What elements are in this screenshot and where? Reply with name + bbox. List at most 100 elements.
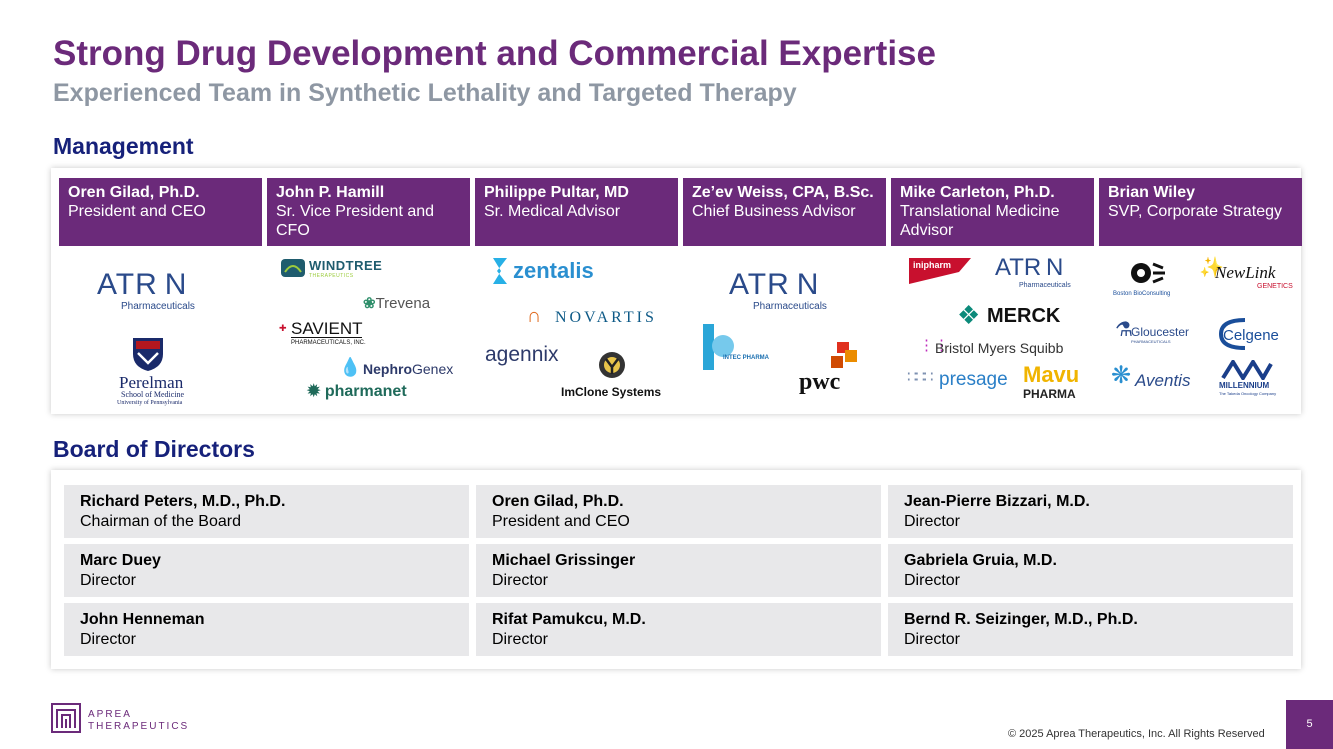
member-role: SVP, Corporate Strategy: [1108, 203, 1283, 220]
mavu-logo-sub: PHARMA: [1023, 387, 1076, 401]
member-role: Translational Medicine Advisor: [900, 203, 1060, 239]
board-member-role: Director: [492, 572, 549, 589]
board-member-cell: Oren Gilad, Ph.D. President and CEO: [476, 485, 881, 538]
millennium-logo: MILLENNIUM: [1219, 381, 1270, 390]
board-member-cell: Michael Grissinger Director: [476, 544, 881, 597]
gloucester-logo: Gloucester: [1131, 325, 1190, 339]
board-member-role: Director: [904, 572, 961, 589]
management-member-2: John P. Hamill Sr. Vice President and CF…: [267, 178, 470, 412]
savient-logo-sub: PHARMACEUTICALS, INC.: [291, 340, 366, 346]
board-member-cell: Rifat Pamukcu, M.D. Director: [476, 603, 881, 656]
member-role: Sr. Vice President and CFO: [276, 203, 435, 239]
board-member-role: Director: [904, 513, 961, 530]
intec-pharma-icon: [703, 324, 734, 370]
member-header: Philippe Pultar, MD Sr. Medical Advisor: [475, 178, 678, 246]
aventis-star-icon: ❋: [1111, 362, 1132, 389]
newlink-logo: NewLink: [1215, 263, 1276, 282]
nephrogenex-logo-b: Genex: [412, 361, 454, 377]
penn-shield-icon: [133, 338, 163, 371]
atrin-logo: ATR N: [995, 254, 1064, 281]
board-member-role: Director: [80, 572, 137, 589]
dna-helix-icon: ✨: [1199, 257, 1224, 279]
windtree-logo-sub: THERAPEUTICS: [309, 273, 354, 279]
board-member-name: John Henneman: [80, 611, 205, 628]
board-member-role: Director: [80, 631, 137, 648]
aventis-logo: Aventis: [1135, 371, 1191, 390]
board-heading: Board of Directors: [53, 436, 255, 462]
board-member-cell: Jean-Pierre Bizzari, M.D. Director: [888, 485, 1293, 538]
merck-icon: ❖: [957, 300, 981, 330]
board-member-role: Director: [904, 631, 961, 648]
board-member-name: Michael Grissinger: [492, 552, 636, 569]
aprea-logo-line1: APREA: [88, 709, 132, 720]
page-number: 5: [1286, 700, 1333, 749]
atrin-logo: ATR N: [729, 268, 820, 301]
pharmanet-logo-text: pharmanet: [324, 383, 407, 400]
inipharm-banner-icon: [909, 258, 971, 284]
member-role: Chief Business Advisor: [692, 203, 856, 220]
zentalis-mark-icon: [493, 258, 507, 284]
atrin-logo-sub: Pharmaceuticals: [121, 301, 195, 312]
board-panel: Richard Peters, M.D., Ph.D. Chairman of …: [51, 470, 1301, 669]
board-member-cell: John Henneman Director: [64, 603, 469, 656]
windtree-leaf-icon: [281, 259, 305, 277]
board-member-role: Director: [492, 631, 549, 648]
member-name: Philippe Pultar, MD: [484, 184, 629, 201]
management-panel: Oren Gilad, Ph.D. President and CEO ATR …: [51, 168, 1302, 414]
boston-bioconsulting-logo: Boston BioConsulting: [1113, 291, 1171, 297]
boston-bioconsulting-icon: [1131, 262, 1165, 284]
mavu-logo: Mavu: [1023, 362, 1080, 387]
agennix-logo: agennix: [485, 343, 559, 366]
pwc-logo: pwc: [799, 369, 841, 395]
member-name: John P. Hamill: [276, 184, 385, 201]
merck-logo: MERCK: [987, 305, 1061, 327]
board-member-role: Chairman of the Board: [80, 513, 241, 530]
pwc-blocks-icon: [831, 342, 857, 368]
bms-logo: Bristol Myers Squibb: [935, 340, 1064, 356]
board-member-name: Marc Duey: [80, 552, 161, 569]
atrin-logo-sub: Pharmaceuticals: [753, 301, 827, 312]
celgene-swirl-icon: [1218, 318, 1246, 350]
perelman-logo-sub2: University of Pennsylvania: [117, 400, 183, 406]
member-logos: ATR N Pharmaceuticals INTEC PHARMA pwc: [683, 246, 886, 412]
inipharm-logo: inipharm: [913, 260, 952, 270]
member-name: Mike Carleton, Ph.D.: [900, 184, 1055, 201]
aprea-logo-line2: THERAPEUTICS: [88, 721, 190, 732]
atrin-logo: ATR N: [97, 268, 188, 301]
presage-dots-icon: ∷∷∷: [907, 369, 934, 386]
member-logos: ATR N Pharmaceuticals Perelman School of…: [59, 246, 262, 412]
board-member-name: Gabriela Gruia, M.D.: [904, 552, 1057, 569]
novartis-logo: NOVARTIS: [555, 309, 657, 326]
member-name: Brian Wiley: [1108, 184, 1195, 201]
board-member-name: Bernd R. Seizinger, M.D., Ph.D.: [904, 611, 1138, 628]
newlink-logo-sub: GENETICS: [1257, 283, 1293, 290]
bms-icon: ⋮⋮: [919, 337, 949, 354]
member-header: Oren Gilad, Ph.D. President and CEO: [59, 178, 262, 246]
board-member-cell: Bernd R. Seizinger, M.D., Ph.D. Director: [888, 603, 1293, 656]
aprea-mark-icon: [51, 703, 81, 733]
savient-cross-icon: ✚: [279, 323, 287, 333]
board-member-name: Rifat Pamukcu, M.D.: [492, 611, 646, 628]
trevena-logo: ❀Trevena: [363, 296, 430, 311]
perelman-logo-sub: School of Medicine: [121, 390, 185, 399]
member-logos: inipharm ATR N Pharmaceuticals ❖ MERCK ⋮…: [891, 246, 1094, 412]
member-logos: zentalis ∩ NOVARTIS agennix ImClone Syst…: [475, 246, 678, 412]
management-member-3: Philippe Pultar, MD Sr. Medical Advisor …: [475, 178, 678, 412]
atrin-logo-sub: Pharmaceuticals: [1019, 282, 1071, 289]
board-member-name: Richard Peters, M.D., Ph.D.: [80, 493, 286, 510]
novartis-flame-icon: ∩: [527, 305, 542, 327]
pharmanet-logo: ✹ pharmanet: [307, 384, 407, 400]
pharmanet-swirl-icon: ✹: [307, 383, 321, 400]
imclone-gear-icon: [599, 352, 625, 378]
member-header: Brian Wiley SVP, Corporate Strategy: [1099, 178, 1302, 246]
copyright-text: © 2025 Aprea Therapeutics, Inc. All Righ…: [1008, 728, 1265, 740]
board-member-name: Oren Gilad, Ph.D.: [492, 493, 624, 510]
page-subtitle: Experienced Team in Synthetic Lethality …: [53, 79, 797, 107]
nephrogenex-logo-a: Nephro: [363, 361, 412, 377]
zentalis-logo: zentalis: [513, 258, 594, 283]
member-header: Ze’ev Weiss, CPA, B.Sc. Chief Business A…: [683, 178, 886, 246]
board-member-cell: Richard Peters, M.D., Ph.D. Chairman of …: [64, 485, 469, 538]
board-member-cell: Marc Duey Director: [64, 544, 469, 597]
management-member-4: Ze’ev Weiss, CPA, B.Sc. Chief Business A…: [683, 178, 886, 412]
member-logos: WINDTREE THERAPEUTICS ❀Trevena ✚ SAVIENT…: [267, 246, 470, 412]
